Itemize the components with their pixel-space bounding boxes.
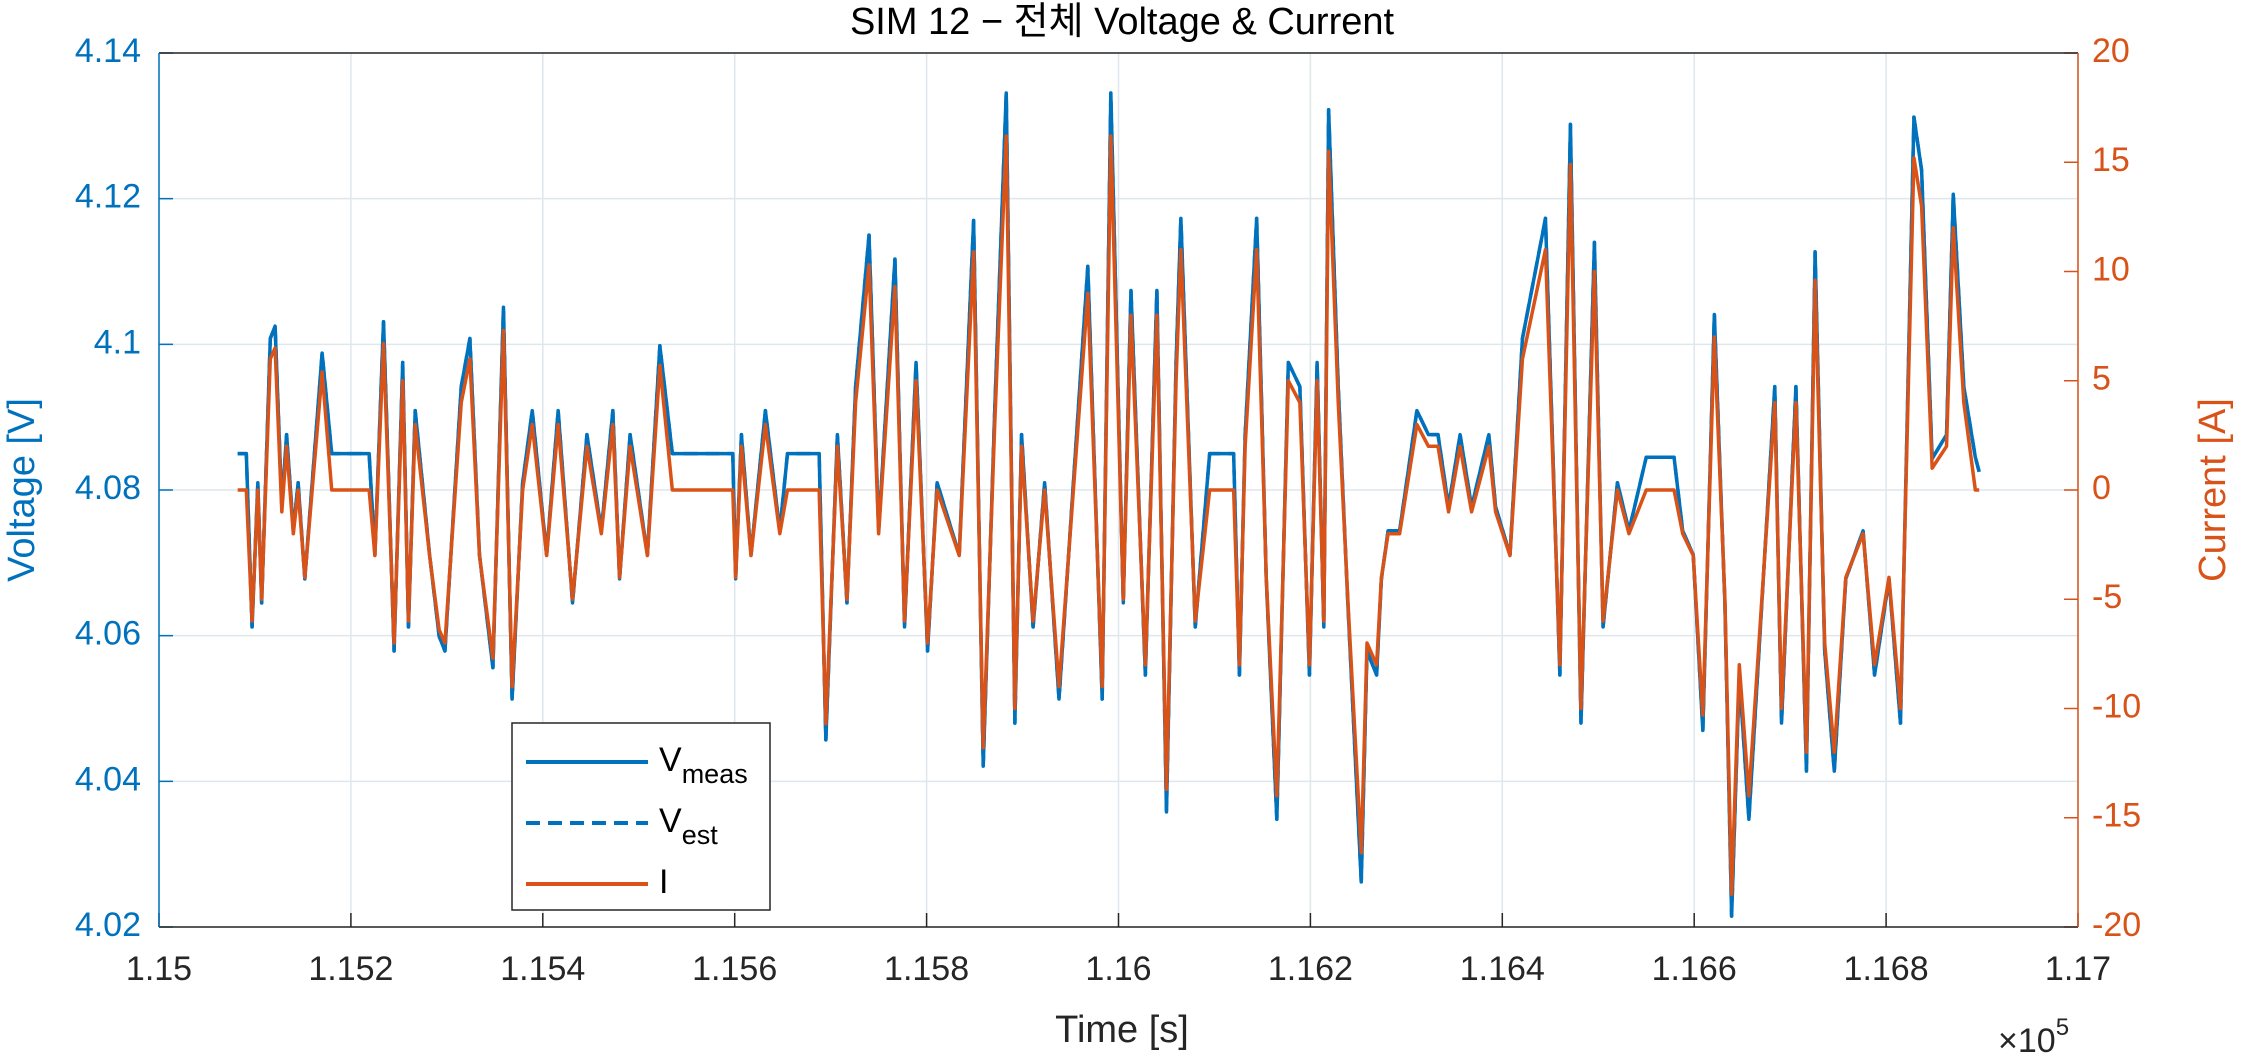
x-tick-label: 1.158 [884,950,969,988]
series-line [237,134,1980,896]
x-axis-label: Time [s] [1055,1009,1189,1051]
x-tick-label: 1.16 [1085,950,1151,988]
y-tick-label: 4.02 [75,906,141,944]
y2-tick-label: 20 [2092,32,2130,70]
y2-tick-label: -10 [2092,687,2141,725]
y-tick-label: 4.14 [75,32,141,70]
lines [237,91,1981,918]
y2-tick-label: -15 [2092,797,2141,835]
y2-tick-label: 10 [2092,250,2130,288]
x-tick-label: 1.15 [126,950,192,988]
x-tick-label: 1.17 [2045,950,2111,988]
legend-label: Vmeas [659,741,748,789]
legend-name: I [659,863,668,901]
y2-tick-label: -5 [2092,578,2122,616]
x-multiplier-base: ×10 [1998,1022,2056,1059]
y-tick-label: 4.1 [94,323,141,361]
y2-axis-label: Current [A] [2192,398,2234,582]
y-axis-label: Voltage [V] [1,398,43,582]
legend-name: V [659,802,682,840]
x-multiplier-exponent: 5 [2056,1014,2069,1041]
y2-tick-label: 15 [2092,141,2130,179]
legend-name: V [659,741,682,779]
legend-label: Vest [659,802,718,850]
x-tick-label: 1.154 [500,950,585,988]
x-tick-label: 1.168 [1844,950,1929,988]
y-tick-label: 4.04 [75,760,141,798]
y2-tick-label: -20 [2092,906,2141,944]
y2-tick-label: 0 [2092,469,2111,507]
legend-subscript: est [682,820,719,850]
y-tick-label: 4.06 [75,615,141,653]
x-tick-label: 1.162 [1268,950,1353,988]
x-tick-label: 1.152 [308,950,393,988]
y-tick-label: 4.12 [75,178,141,216]
x-tick-label: 1.166 [1652,950,1737,988]
legend-label: I [659,863,668,901]
x-tick-label: 1.164 [1460,950,1545,988]
y2-tick-label: 5 [2092,360,2111,398]
axes: 1.15 1.152 1.154 1.156 1.158 1.16 1.162 1.164 1.… [75,32,2141,988]
x-tick-label: 1.156 [692,950,777,988]
x-multiplier: ×105 [1998,1014,2069,1059]
legend-subscript: meas [682,759,748,789]
y-tick-label: 4.08 [75,469,141,507]
legend-box [511,722,771,911]
chart-title: SIM 12 − 전체 Voltage & Current [850,1,1395,43]
